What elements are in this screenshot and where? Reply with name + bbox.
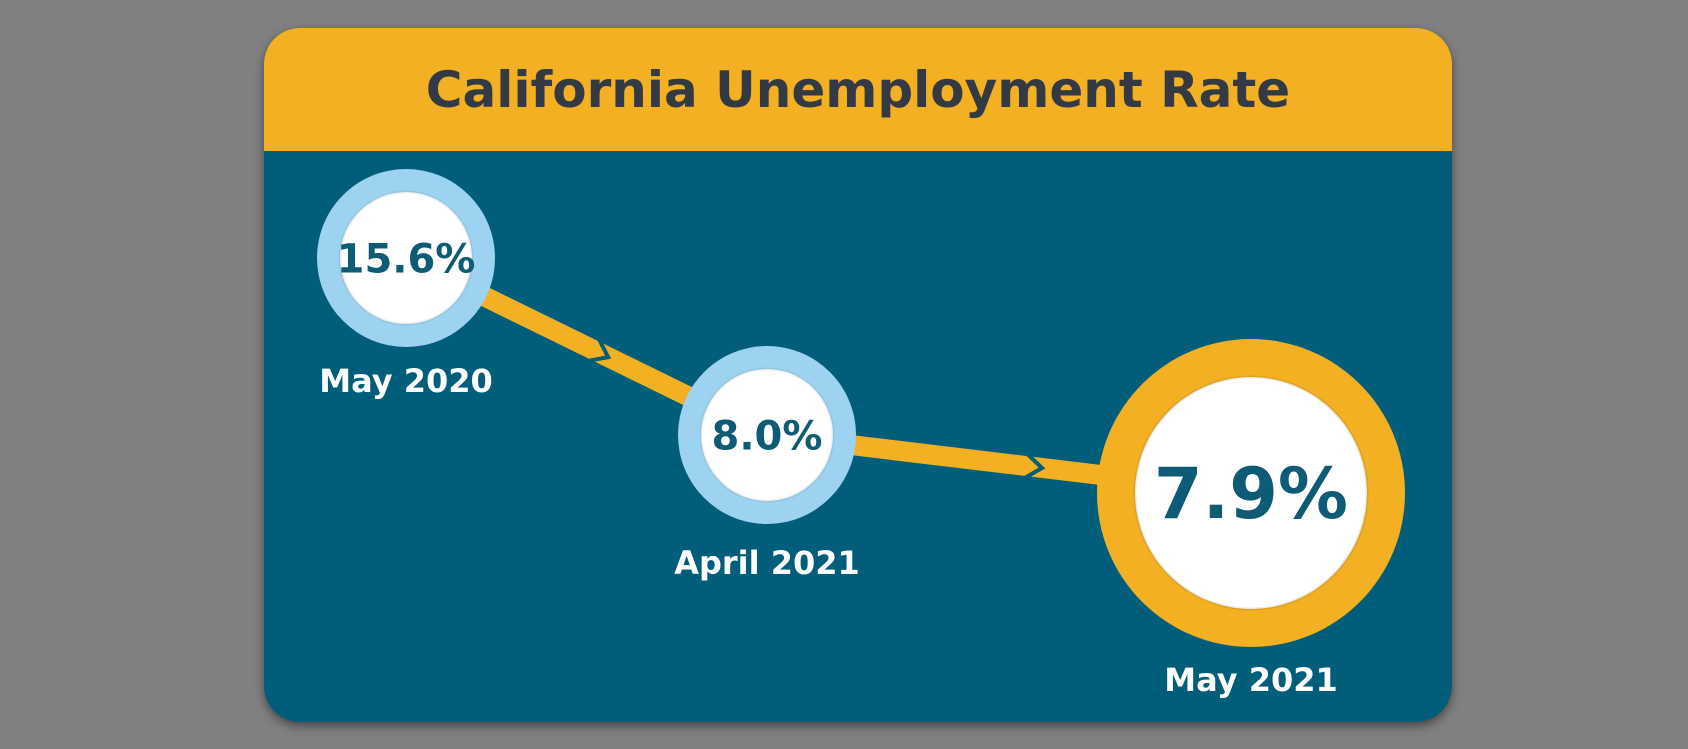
category-label: May 2021 — [1164, 661, 1338, 699]
point-marker — [338, 190, 474, 326]
direction-chevron-icon — [1023, 452, 1046, 480]
direction-chevron-icon — [588, 338, 612, 363]
title-bar: California Unemployment Rate — [264, 28, 1452, 151]
category-label: April 2021 — [674, 544, 860, 582]
point-marker — [699, 367, 835, 503]
data-label: 15.6% — [337, 236, 476, 282]
data-label: 8.0% — [712, 413, 823, 459]
point-marker — [1133, 375, 1369, 611]
category-label: May 2020 — [319, 362, 493, 400]
data-label: 7.9% — [1154, 453, 1348, 535]
chart-title: California Unemployment Rate — [425, 60, 1291, 119]
